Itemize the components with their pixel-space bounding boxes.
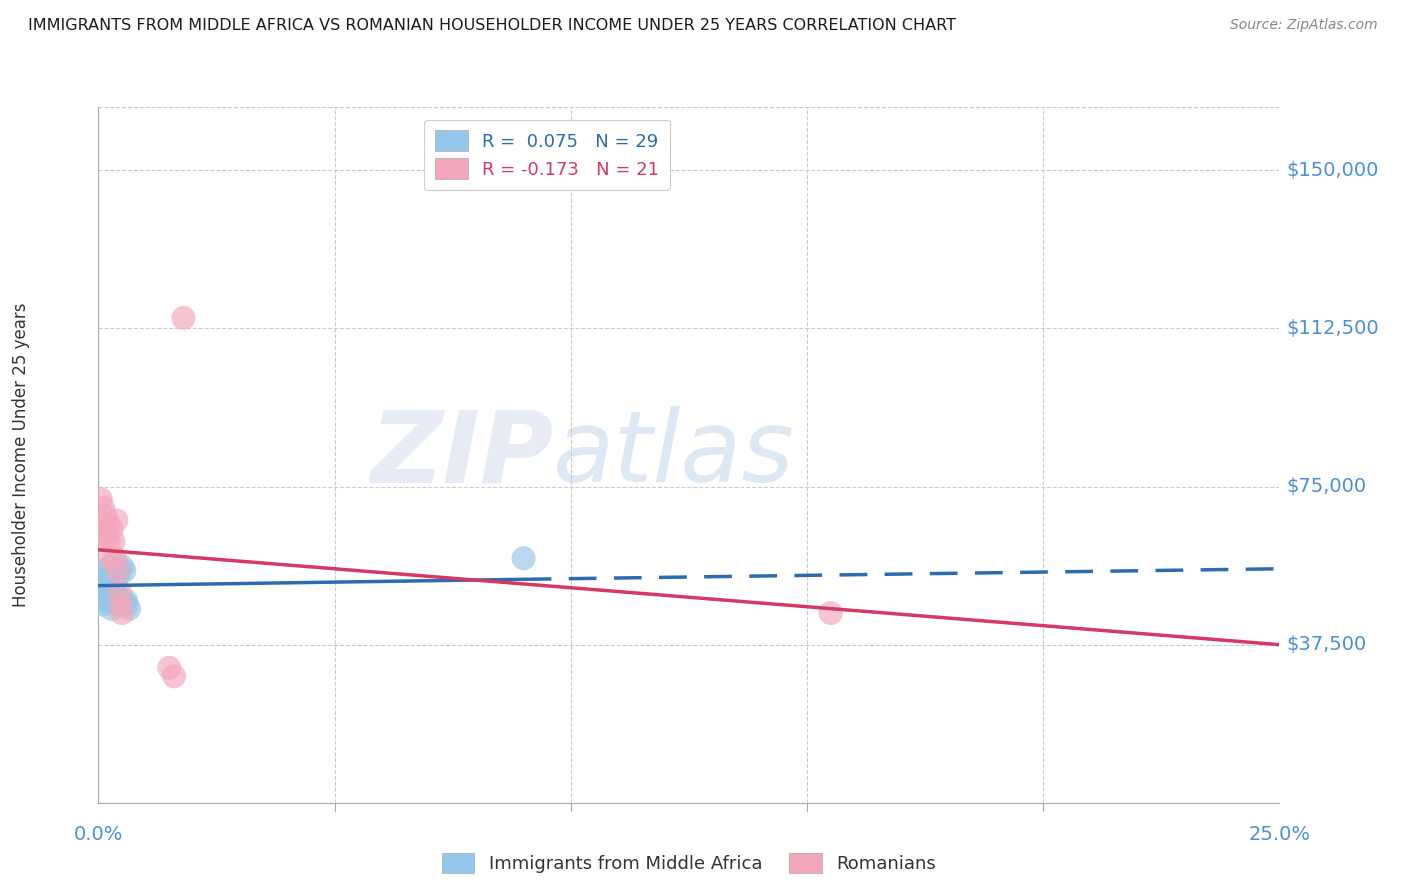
Point [163, 669, 186, 683]
Point [91, 500, 114, 515]
Point [98, 551, 121, 566]
Point [107, 593, 129, 607]
Text: atlas: atlas [553, 407, 794, 503]
Point [112, 564, 135, 578]
Point [97, 534, 120, 549]
Point [103, 593, 125, 607]
Point [97, 581, 120, 595]
Point [105, 513, 128, 527]
Text: $75,000: $75,000 [1286, 477, 1367, 496]
Point [100, 602, 122, 616]
Point [107, 568, 129, 582]
Point [111, 606, 134, 620]
Point [100, 522, 122, 536]
Text: ZIP: ZIP [370, 407, 553, 503]
Point [111, 559, 134, 574]
Point [114, 593, 136, 607]
Point [157, 661, 180, 675]
Text: 0.0%: 0.0% [73, 825, 124, 844]
Point [91, 517, 114, 532]
Point [104, 576, 127, 591]
Point [110, 598, 132, 612]
Text: $150,000: $150,000 [1286, 161, 1379, 180]
Point [111, 598, 134, 612]
Point [172, 310, 194, 325]
Point [94, 509, 117, 524]
Point [104, 551, 127, 566]
Point [96, 530, 118, 544]
Point [97, 572, 120, 586]
Point [104, 585, 127, 599]
Text: IMMIGRANTS FROM MIDDLE AFRICA VS ROMANIAN HOUSEHOLDER INCOME UNDER 25 YEARS CORR: IMMIGRANTS FROM MIDDLE AFRICA VS ROMANIA… [28, 18, 956, 33]
Point [115, 598, 138, 612]
Point [94, 593, 117, 607]
Point [512, 551, 534, 566]
Point [108, 564, 131, 578]
Text: Source: ZipAtlas.com: Source: ZipAtlas.com [1230, 18, 1378, 32]
Text: $112,500: $112,500 [1286, 319, 1379, 338]
Point [101, 568, 124, 582]
Text: $37,500: $37,500 [1286, 635, 1367, 654]
Point [107, 598, 129, 612]
Point [110, 598, 132, 612]
Point [108, 585, 131, 599]
Point [118, 602, 141, 616]
Point [103, 534, 125, 549]
Point [98, 559, 121, 574]
Point [108, 593, 131, 607]
Point [93, 525, 115, 540]
Text: Householder Income Under 25 years: Householder Income Under 25 years [13, 302, 30, 607]
Point [91, 598, 114, 612]
Point [91, 572, 114, 586]
Point [107, 564, 129, 578]
Point [105, 559, 128, 574]
Point [96, 585, 118, 599]
Point [94, 564, 117, 578]
Legend: Immigrants from Middle Africa, Romanians: Immigrants from Middle Africa, Romanians [432, 842, 946, 884]
Text: 25.0%: 25.0% [1249, 825, 1310, 844]
Point [820, 606, 842, 620]
Point [97, 517, 120, 532]
Point [93, 585, 115, 599]
Point [90, 492, 112, 507]
Point [105, 589, 128, 603]
